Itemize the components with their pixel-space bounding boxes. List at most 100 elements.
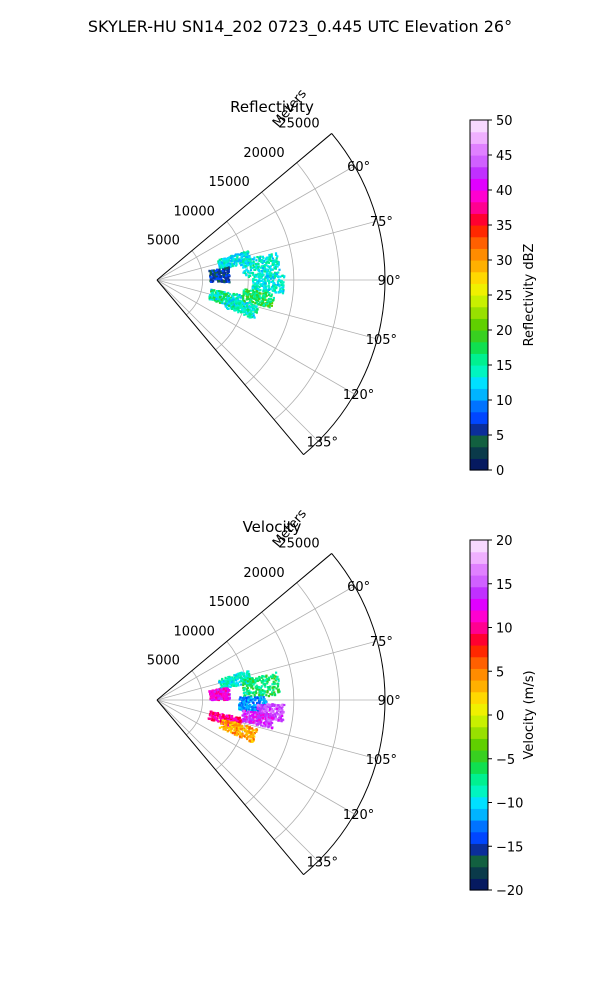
echo-gate: [245, 700, 248, 703]
echo-gate: [264, 264, 267, 267]
echo-gate: [260, 721, 263, 724]
echo-gate: [215, 273, 219, 276]
echo-gate: [252, 264, 255, 267]
echo-gate: [276, 675, 279, 678]
echo-gate: [265, 273, 268, 276]
echo-gate: [211, 280, 214, 283]
echo-gate: [222, 725, 226, 728]
echo-gate: [281, 718, 284, 721]
echo-gate: [233, 309, 236, 312]
echo-gate: [259, 283, 262, 286]
echo-gate: [256, 267, 259, 270]
echo-gate: [229, 677, 232, 680]
echo-gate: [273, 705, 276, 708]
echo-gate: [250, 691, 253, 694]
echo-gate: [251, 713, 254, 716]
echo-gate: [258, 686, 261, 689]
echo-gate: [255, 290, 258, 293]
echo-gate: [260, 273, 263, 277]
echo-gate: [228, 256, 231, 259]
echo-gate: [222, 691, 225, 694]
echo-gate: [225, 276, 228, 279]
echo-gate: [245, 312, 248, 315]
echo-gate: [211, 715, 215, 718]
echo-gate: [211, 289, 214, 292]
echo-gate: [267, 687, 270, 691]
echo-gate: [221, 721, 224, 724]
echo-gate: [210, 710, 213, 713]
echo-gate: [261, 262, 264, 265]
colorbar-segment: [470, 376, 488, 389]
echo-gate: [238, 262, 241, 265]
echo-gate: [247, 310, 250, 313]
echo-gate: [252, 304, 255, 308]
colorbar-segment: [470, 388, 488, 401]
echo-gate: [251, 718, 254, 721]
echo-gate: [260, 269, 264, 273]
echo-gate: [253, 703, 256, 707]
angular-tick-label: 60°: [347, 160, 370, 175]
angular-tick-label: 75°: [370, 635, 393, 650]
echo-gate: [240, 735, 243, 738]
echo-gate: [231, 265, 234, 268]
echo-gate: [220, 726, 224, 729]
echo-gate: [216, 300, 219, 303]
echo-gate: [230, 299, 233, 302]
echo-gate: [263, 265, 266, 268]
echo-gate: [250, 695, 253, 698]
echo-gate: [221, 694, 224, 697]
echo-gate: [230, 725, 233, 729]
echo-gate: [227, 685, 230, 688]
radial-tick-label: 15000: [208, 175, 249, 190]
echo-gate: [227, 277, 230, 280]
echo-gate: [255, 285, 258, 288]
echo-gate: [219, 690, 222, 693]
echo-gate: [271, 683, 274, 686]
angular-tick-label: 135°: [307, 855, 338, 870]
echo-gate: [226, 680, 229, 683]
colorbar-segment: [470, 213, 488, 226]
echo-gate: [218, 688, 221, 691]
echo-gate: [264, 711, 267, 715]
echo-gate: [247, 708, 250, 711]
echo-gate: [247, 270, 250, 273]
echo-gate: [215, 297, 218, 301]
echo-gate: [280, 707, 283, 710]
echo-gate: [222, 273, 225, 277]
echo-gate: [246, 726, 249, 729]
echo-gate: [244, 696, 247, 699]
echo-gate: [223, 294, 226, 297]
echo-gate: [213, 713, 216, 716]
echo-gate: [245, 305, 249, 308]
echo-gate: [221, 264, 224, 267]
echo-gate: [242, 720, 245, 723]
echo-gate: [238, 306, 241, 309]
colorbar-segment: [470, 820, 488, 833]
echo-gate: [249, 300, 252, 303]
echo-gate: [252, 258, 255, 261]
echo-gate: [244, 292, 248, 295]
echo-gate: [264, 298, 267, 301]
echo-gate: [267, 305, 270, 308]
echo-gate: [282, 710, 285, 714]
echo-gate: [258, 716, 261, 720]
echo-gate: [270, 280, 273, 283]
echo-gate: [252, 707, 255, 710]
echo-gate: [246, 704, 249, 707]
echo-gate: [239, 720, 242, 723]
echo-gate: [240, 683, 243, 686]
echo-gate: [246, 262, 250, 265]
echo-gate: [271, 263, 274, 266]
echo-gate: [263, 679, 266, 682]
echo-gate: [249, 683, 252, 686]
echo-gate: [270, 704, 274, 708]
echo-gate: [215, 718, 218, 721]
angular-grid-line: [156, 699, 355, 815]
echo-gate: [261, 690, 264, 693]
echo-gate: [252, 289, 255, 292]
echo-gate: [209, 714, 212, 717]
echo-gate: [248, 271, 251, 274]
echo-gate: [274, 267, 277, 270]
echo-gate: [256, 696, 259, 699]
echo-gate: [213, 276, 216, 279]
